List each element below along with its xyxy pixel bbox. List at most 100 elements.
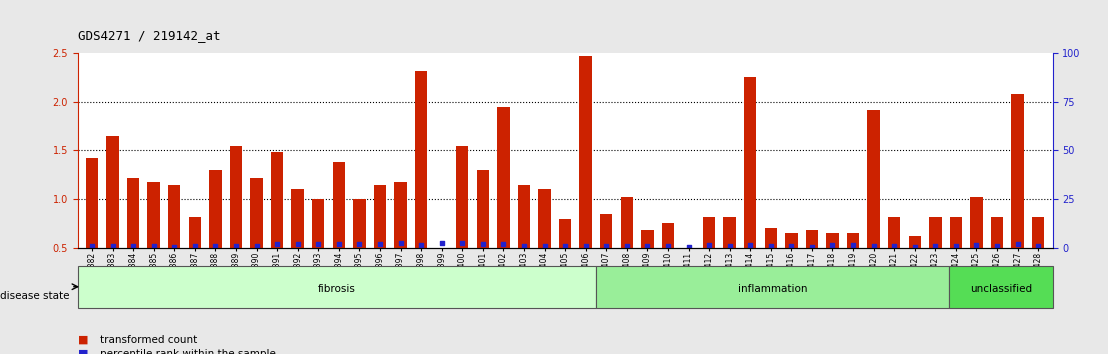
Bar bbox=[106, 136, 119, 297]
Point bbox=[165, 244, 183, 250]
Text: GDS4271 / 219142_at: GDS4271 / 219142_at bbox=[78, 29, 220, 42]
Text: fibrosis: fibrosis bbox=[318, 284, 356, 294]
Point bbox=[762, 243, 780, 249]
Point bbox=[906, 244, 924, 249]
Point bbox=[597, 243, 615, 249]
Point bbox=[350, 241, 368, 247]
Point bbox=[474, 241, 492, 247]
Bar bbox=[85, 158, 99, 297]
Point bbox=[83, 243, 101, 249]
Bar bbox=[683, 248, 695, 297]
Point bbox=[1008, 241, 1026, 247]
Point bbox=[206, 243, 224, 249]
Bar bbox=[930, 217, 942, 297]
Bar bbox=[209, 170, 222, 297]
Point bbox=[515, 243, 533, 249]
Point bbox=[535, 243, 553, 249]
Bar bbox=[414, 71, 428, 297]
Text: inflammation: inflammation bbox=[738, 284, 808, 294]
Bar bbox=[332, 162, 345, 297]
Bar bbox=[702, 217, 716, 297]
Bar bbox=[661, 223, 674, 297]
Point bbox=[1029, 243, 1047, 249]
Point bbox=[289, 241, 307, 247]
Point bbox=[659, 243, 677, 249]
Point bbox=[803, 244, 821, 249]
Bar bbox=[147, 182, 160, 297]
Bar bbox=[991, 217, 1003, 297]
Point bbox=[700, 242, 718, 247]
Point bbox=[104, 243, 122, 249]
Bar bbox=[394, 182, 407, 297]
Point bbox=[248, 243, 266, 249]
Bar bbox=[127, 178, 140, 297]
Point bbox=[371, 241, 389, 247]
Bar bbox=[827, 233, 839, 297]
Bar bbox=[868, 110, 880, 297]
Text: percentile rank within the sample: percentile rank within the sample bbox=[100, 349, 276, 354]
Bar bbox=[373, 184, 386, 297]
Point bbox=[864, 243, 882, 249]
Point bbox=[433, 240, 451, 246]
Bar bbox=[909, 236, 921, 297]
Bar bbox=[291, 189, 304, 297]
Bar bbox=[888, 217, 901, 297]
Point bbox=[926, 243, 944, 249]
Bar bbox=[456, 145, 469, 297]
Bar bbox=[642, 230, 654, 297]
Point bbox=[227, 243, 245, 249]
Point bbox=[721, 243, 739, 249]
Bar bbox=[558, 218, 572, 297]
Bar bbox=[271, 152, 284, 297]
Bar bbox=[806, 230, 818, 297]
Point bbox=[679, 244, 697, 250]
Bar bbox=[950, 217, 962, 297]
Point bbox=[412, 242, 430, 247]
Bar bbox=[1012, 94, 1024, 297]
Bar bbox=[435, 251, 448, 297]
Point bbox=[556, 244, 574, 249]
Point bbox=[782, 244, 800, 249]
Point bbox=[268, 241, 286, 247]
Bar bbox=[168, 184, 181, 297]
Text: ■: ■ bbox=[78, 335, 88, 345]
Point bbox=[494, 241, 512, 247]
Point bbox=[638, 244, 656, 249]
Bar bbox=[250, 178, 263, 297]
Point bbox=[124, 243, 142, 249]
Point bbox=[453, 240, 471, 246]
Bar bbox=[847, 233, 859, 297]
Bar bbox=[476, 170, 489, 297]
Text: transformed count: transformed count bbox=[100, 335, 197, 345]
Bar bbox=[724, 217, 736, 297]
Point bbox=[577, 243, 595, 249]
Bar bbox=[971, 197, 983, 297]
Point bbox=[330, 241, 348, 247]
Bar bbox=[1032, 217, 1045, 297]
Bar bbox=[786, 233, 798, 297]
Bar bbox=[353, 199, 366, 297]
Bar bbox=[620, 197, 633, 297]
Bar bbox=[517, 184, 530, 297]
Bar bbox=[601, 214, 613, 297]
Text: unclassified: unclassified bbox=[970, 284, 1032, 294]
Point bbox=[186, 243, 204, 249]
Point bbox=[947, 243, 965, 249]
Bar bbox=[312, 199, 325, 297]
Point bbox=[823, 242, 841, 248]
Point bbox=[741, 242, 759, 248]
Point bbox=[618, 244, 636, 249]
Point bbox=[309, 241, 327, 247]
Bar bbox=[538, 189, 551, 297]
Bar bbox=[188, 217, 201, 297]
Point bbox=[145, 244, 163, 249]
Point bbox=[844, 242, 862, 248]
Text: disease state: disease state bbox=[0, 291, 70, 301]
Point bbox=[988, 243, 1006, 249]
FancyBboxPatch shape bbox=[78, 266, 596, 308]
Point bbox=[967, 242, 985, 247]
Bar bbox=[497, 107, 510, 297]
Point bbox=[391, 240, 409, 246]
Text: ■: ■ bbox=[78, 349, 88, 354]
Bar bbox=[229, 145, 243, 297]
